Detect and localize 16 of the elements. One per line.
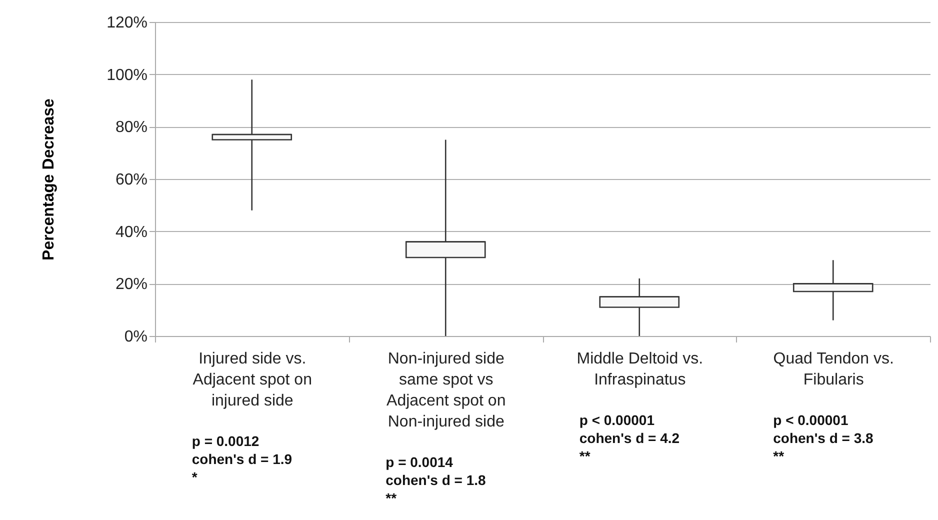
y-tick-label: 0% xyxy=(124,328,148,346)
text: p < 0.00001 cohen's d = 3.8 ** xyxy=(773,412,874,464)
text: p = 0.0012 cohen's d = 1.9 * xyxy=(192,433,292,485)
x-tick-label: Quad Tendon vs. Fibularis xyxy=(773,350,894,388)
x-tick-label: Middle Deltoid vs. Infraspinatus xyxy=(576,350,704,388)
x-tick-label: Non-injured side same spot vs Adjacent spot on Non-injured side xyxy=(386,350,506,430)
y-tick-label: 80% xyxy=(115,119,148,136)
y-tick-label: 40% xyxy=(115,224,148,241)
y-tick-label: 120% xyxy=(106,14,148,32)
y-tick-label: 20% xyxy=(115,276,148,294)
text: p < 0.00001 cohen's d = 4.2 ** xyxy=(579,412,680,464)
y-tick-label: 60% xyxy=(115,172,148,188)
y-tick-label: 100% xyxy=(106,66,148,84)
y-axis-title: Percentage Decrease xyxy=(40,98,58,260)
x-tick-label: Injured side vs. Adjacent spot on injured side xyxy=(192,350,312,410)
text: p = 0.0014 cohen's d = 1.8 ** xyxy=(386,454,486,506)
